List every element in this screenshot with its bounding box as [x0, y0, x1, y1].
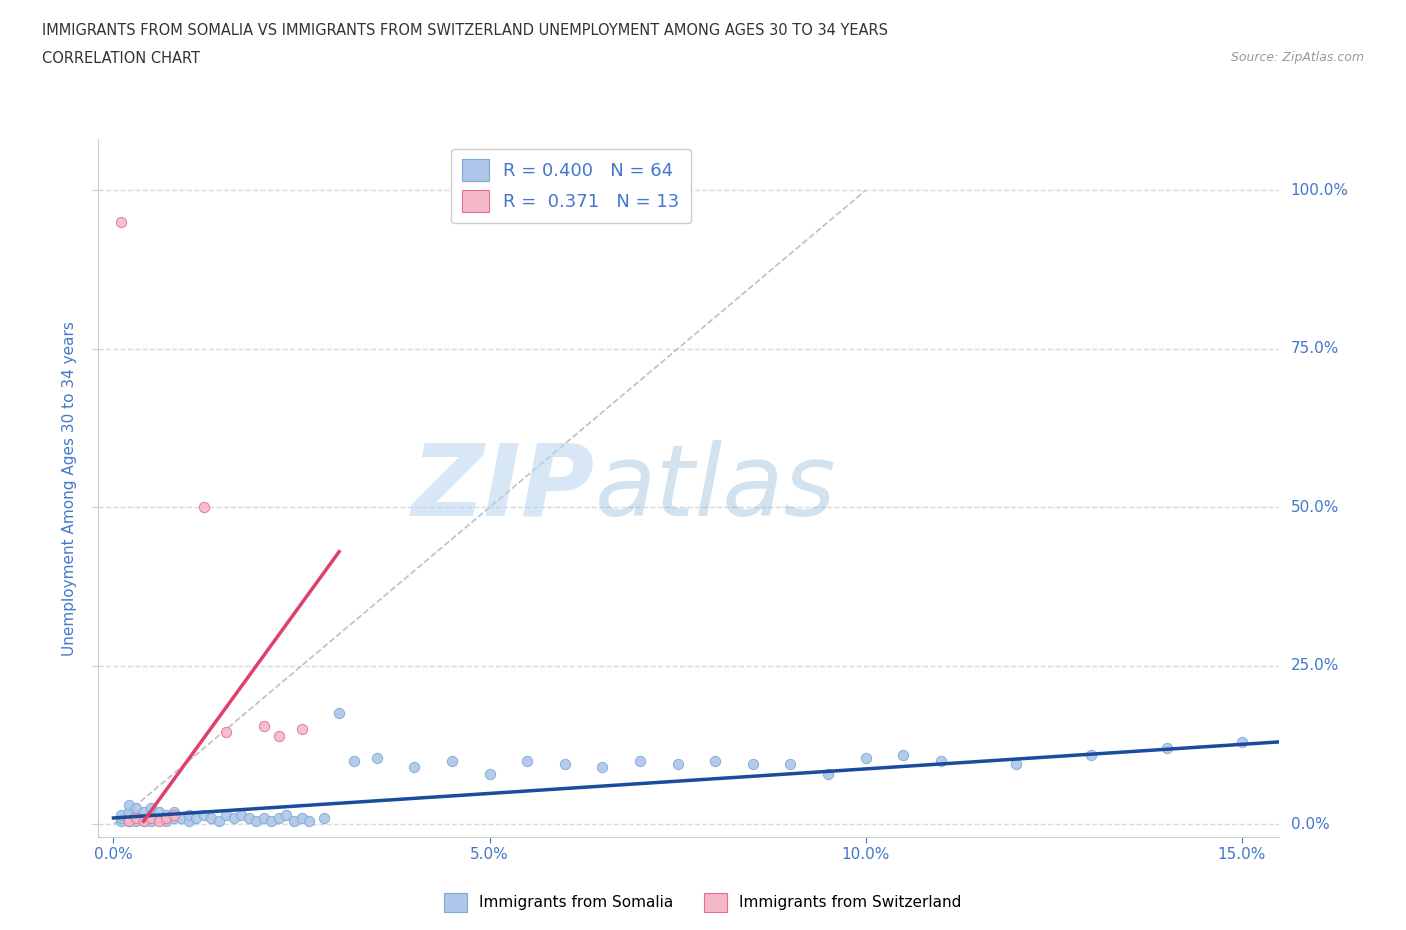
- Point: [163, 807, 186, 822]
- Text: ZIP: ZIP: [412, 440, 595, 537]
- Text: 0.0%: 0.0%: [1291, 817, 1329, 831]
- Point: [148, 804, 170, 819]
- Point: [155, 811, 177, 826]
- Text: 25.0%: 25.0%: [1291, 658, 1339, 673]
- Point: [1156, 741, 1178, 756]
- Point: [267, 811, 290, 826]
- Point: [891, 747, 914, 762]
- Point: [283, 814, 305, 829]
- Point: [779, 757, 801, 772]
- Point: [132, 811, 155, 826]
- Point: [177, 814, 200, 829]
- Y-axis label: Unemployment Among Ages 30 to 34 years: Unemployment Among Ages 30 to 34 years: [62, 321, 77, 656]
- Point: [704, 753, 727, 768]
- Point: [177, 807, 200, 822]
- Point: [440, 753, 463, 768]
- Point: [591, 760, 613, 775]
- Point: [139, 814, 162, 829]
- Point: [253, 811, 276, 826]
- Point: [741, 757, 763, 772]
- Text: 50.0%: 50.0%: [1291, 499, 1339, 515]
- Point: [404, 760, 426, 775]
- Legend: R = 0.400   N = 64, R =  0.371   N = 13: R = 0.400 N = 64, R = 0.371 N = 13: [451, 149, 690, 223]
- Legend: Immigrants from Somalia, Immigrants from Switzerland: Immigrants from Somalia, Immigrants from…: [439, 887, 967, 918]
- Point: [132, 814, 155, 829]
- Point: [117, 814, 139, 829]
- Point: [163, 811, 186, 826]
- Point: [1005, 757, 1028, 772]
- Point: [290, 722, 312, 737]
- Point: [328, 706, 350, 721]
- Point: [163, 804, 186, 819]
- Point: [193, 499, 215, 514]
- Text: 100.0%: 100.0%: [1291, 182, 1348, 198]
- Point: [200, 811, 222, 826]
- Point: [231, 807, 253, 822]
- Point: [125, 807, 148, 822]
- Point: [260, 814, 283, 829]
- Point: [132, 814, 155, 829]
- Point: [1230, 735, 1253, 750]
- Point: [855, 751, 877, 765]
- Point: [208, 814, 231, 829]
- Point: [125, 811, 148, 826]
- Text: atlas: atlas: [595, 440, 837, 537]
- Point: [110, 807, 132, 822]
- Point: [125, 801, 148, 816]
- Point: [139, 807, 162, 822]
- Point: [117, 804, 139, 819]
- Point: [817, 766, 839, 781]
- Point: [628, 753, 651, 768]
- Point: [132, 804, 155, 819]
- Text: IMMIGRANTS FROM SOMALIA VS IMMIGRANTS FROM SWITZERLAND UNEMPLOYMENT AMONG AGES 3: IMMIGRANTS FROM SOMALIA VS IMMIGRANTS FR…: [42, 23, 889, 38]
- Point: [666, 757, 689, 772]
- Point: [253, 719, 276, 734]
- Point: [222, 811, 245, 826]
- Point: [343, 753, 366, 768]
- Text: CORRELATION CHART: CORRELATION CHART: [42, 51, 200, 66]
- Point: [125, 814, 148, 829]
- Point: [186, 811, 208, 826]
- Point: [366, 751, 388, 765]
- Point: [238, 811, 260, 826]
- Point: [276, 807, 298, 822]
- Point: [298, 814, 321, 829]
- Point: [117, 814, 139, 829]
- Point: [314, 811, 336, 826]
- Point: [155, 814, 177, 829]
- Point: [148, 811, 170, 826]
- Point: [139, 801, 162, 816]
- Point: [1080, 747, 1102, 762]
- Text: Source: ZipAtlas.com: Source: ZipAtlas.com: [1230, 51, 1364, 64]
- Point: [554, 757, 576, 772]
- Point: [117, 798, 139, 813]
- Point: [110, 215, 132, 230]
- Point: [215, 725, 238, 740]
- Point: [139, 811, 162, 826]
- Point: [245, 814, 267, 829]
- Text: 75.0%: 75.0%: [1291, 341, 1339, 356]
- Point: [110, 811, 132, 826]
- Point: [516, 753, 538, 768]
- Point: [117, 811, 139, 826]
- Point: [215, 807, 238, 822]
- Point: [929, 753, 952, 768]
- Point: [193, 807, 215, 822]
- Point: [155, 807, 177, 822]
- Point: [290, 811, 312, 826]
- Point: [110, 814, 132, 829]
- Point: [478, 766, 501, 781]
- Point: [148, 814, 170, 829]
- Point: [267, 728, 290, 743]
- Point: [170, 811, 193, 826]
